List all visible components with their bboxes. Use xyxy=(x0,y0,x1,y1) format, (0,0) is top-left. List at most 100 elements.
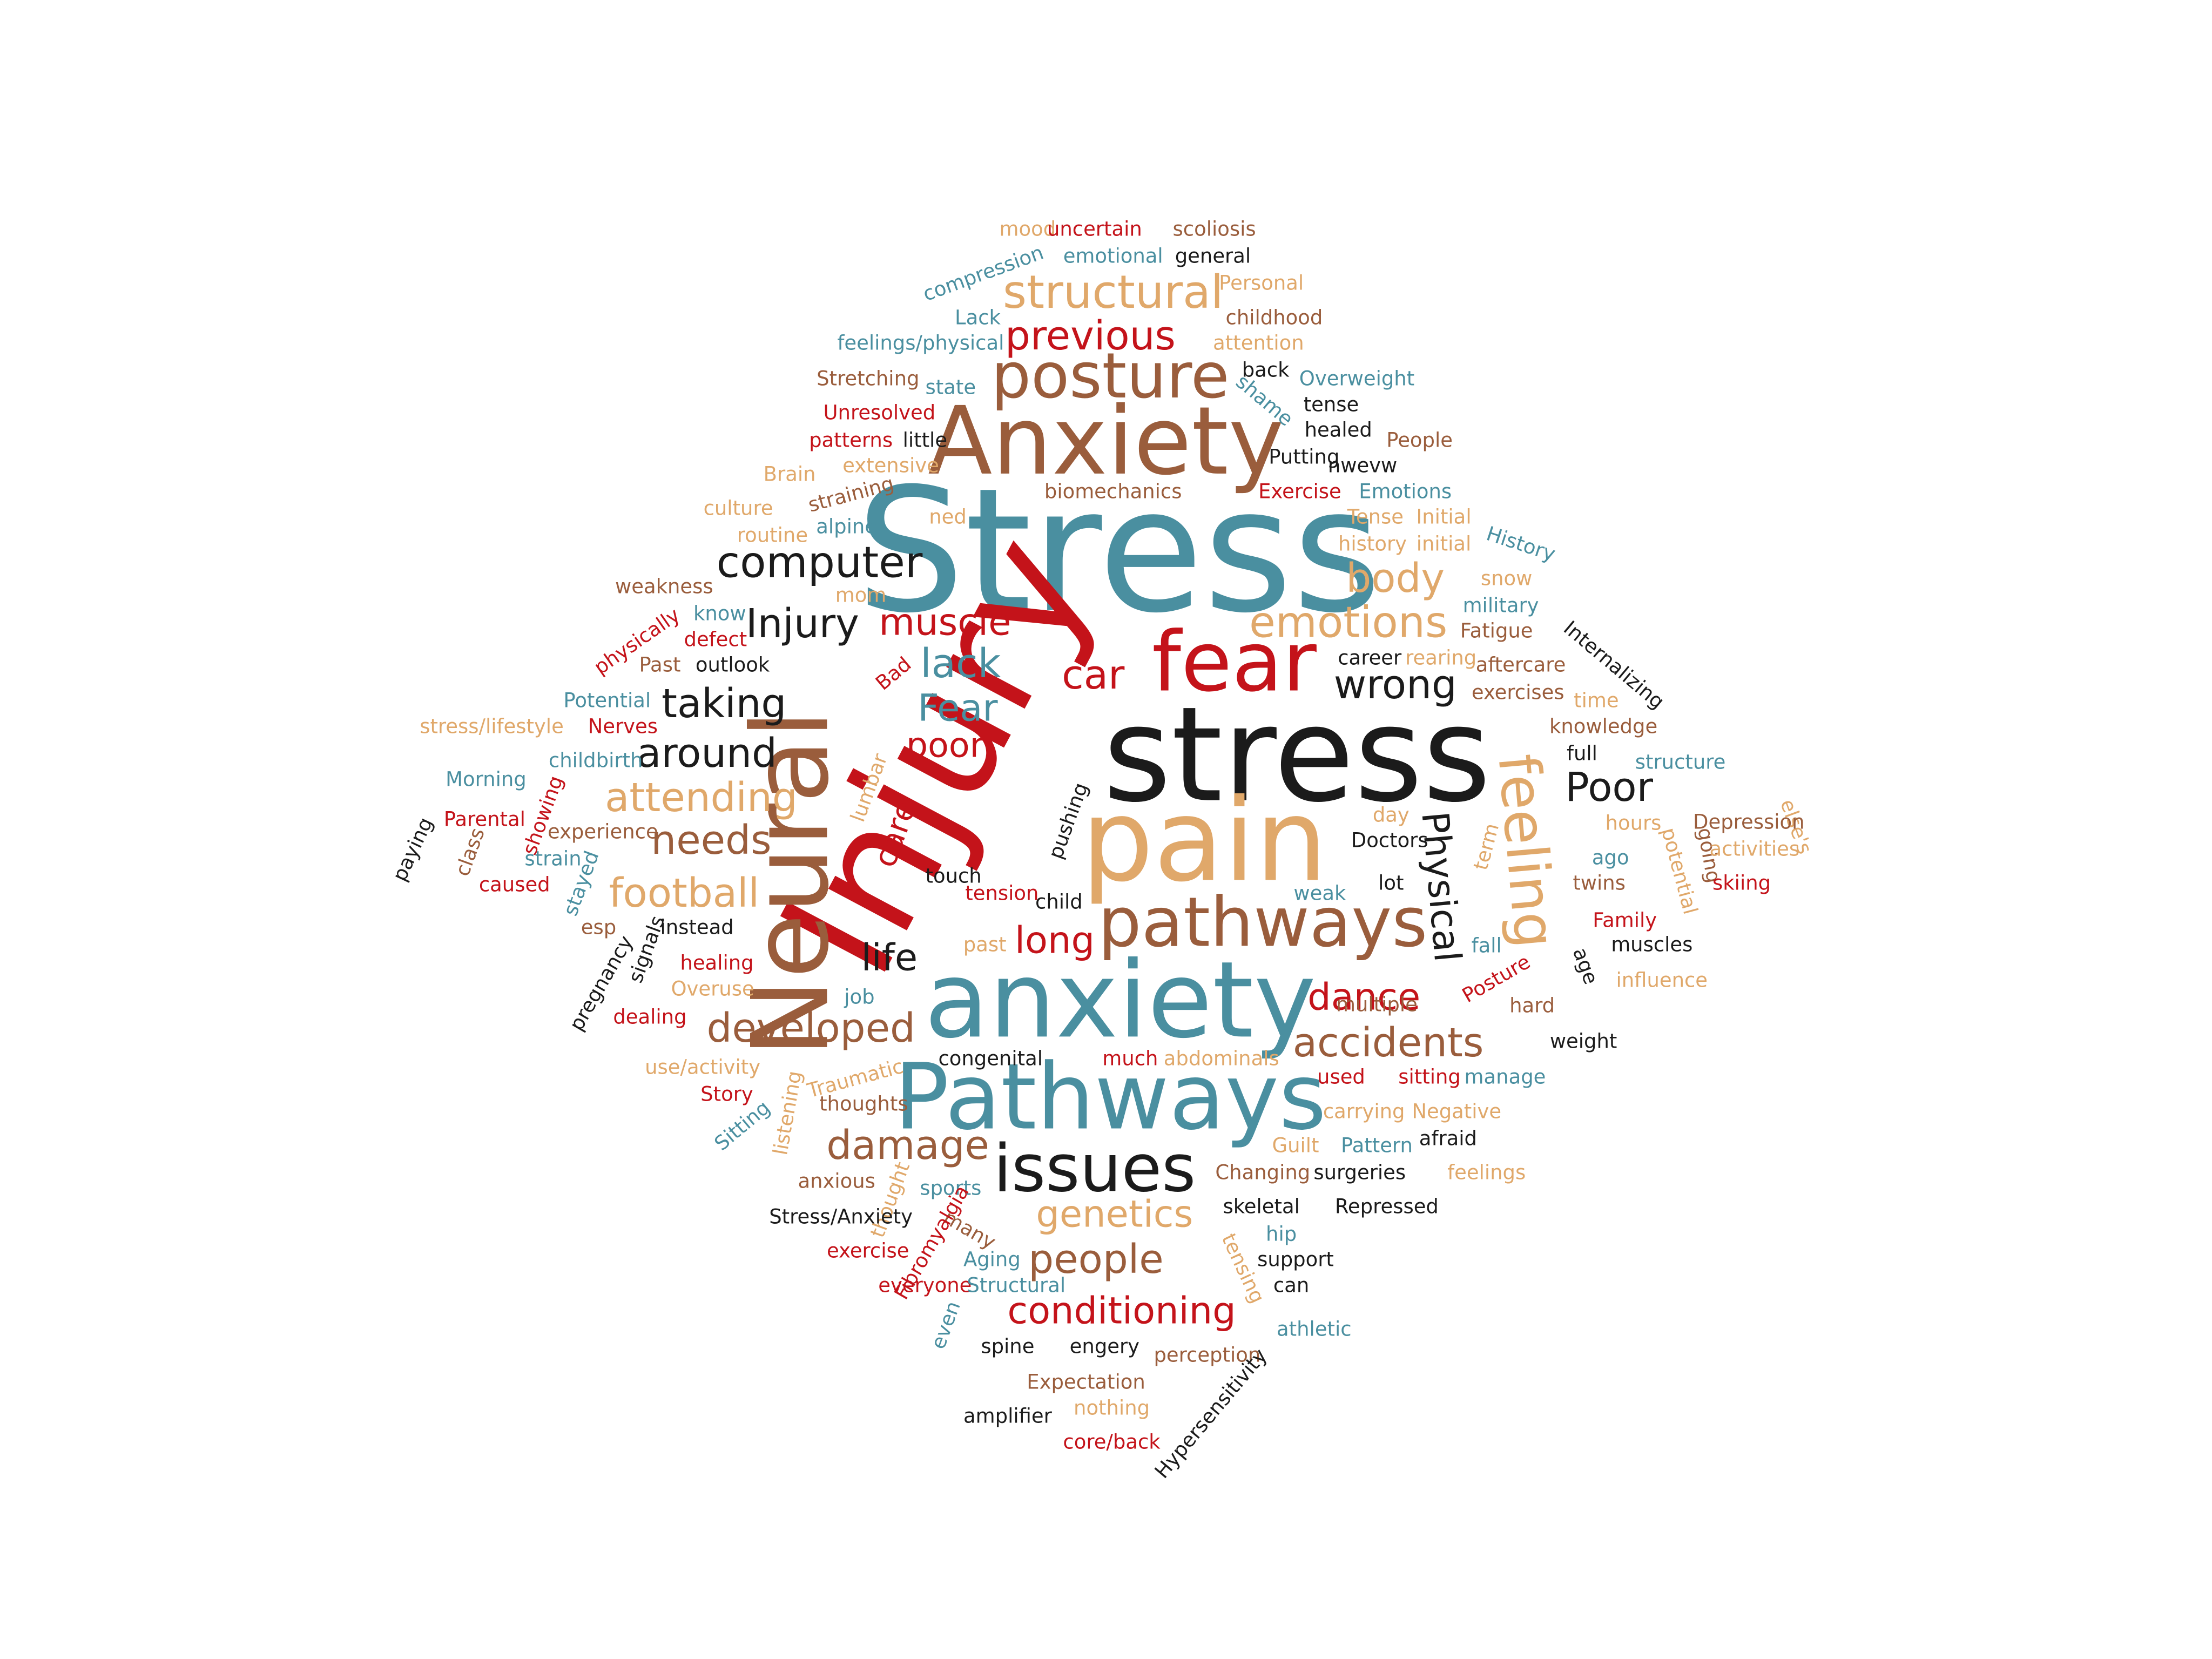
word-hip: hip xyxy=(1266,1222,1297,1246)
word-past: past xyxy=(963,933,1007,956)
word-caused: caused xyxy=(478,873,550,896)
word-conditioning: conditioning xyxy=(1007,1289,1236,1333)
word-lack: Lack xyxy=(955,306,1001,329)
word-feeling: feeling xyxy=(1485,751,1568,951)
word-previous: previous xyxy=(1005,312,1176,359)
word-support: support xyxy=(1257,1247,1334,1271)
word-people: People xyxy=(1386,428,1453,452)
word-exercise: Exercise xyxy=(1258,480,1341,503)
word-everyone: everyone xyxy=(878,1273,972,1297)
word-alpine: alpine xyxy=(816,515,878,539)
word-much: much xyxy=(1102,1047,1158,1070)
word-structure: structure xyxy=(1635,750,1726,774)
word-class: class xyxy=(450,825,489,880)
word-weight: weight xyxy=(1549,1029,1617,1053)
word-amplifier: amplifier xyxy=(963,1404,1052,1428)
word-tense: Tense xyxy=(1347,505,1404,529)
word-lot: lot xyxy=(1378,871,1404,895)
word-football: football xyxy=(609,869,760,916)
word-computer: computer xyxy=(716,537,923,588)
word-abdominals: abdominals xyxy=(1163,1047,1279,1070)
word-depression: Depression xyxy=(1693,810,1805,834)
word-military: military xyxy=(1462,594,1539,617)
word-stretching: Stretching xyxy=(817,367,920,390)
word-used: used xyxy=(1317,1065,1365,1089)
word-state: state xyxy=(925,375,976,399)
word-stress-anxiety: Stress/Anxiety xyxy=(769,1205,913,1229)
word-emotions: Emotions xyxy=(1359,480,1452,503)
word-overuse: Overuse xyxy=(671,977,754,1001)
word-uncertain: uncertain xyxy=(1047,217,1142,241)
word-attention: attention xyxy=(1213,331,1304,355)
word-pattern: Pattern xyxy=(1340,1134,1413,1157)
word-healed: healed xyxy=(1304,418,1372,442)
word-surgeries: surgeries xyxy=(1313,1161,1406,1184)
word-weakness: weakness xyxy=(615,575,713,598)
word-even: even xyxy=(926,1298,966,1353)
word-skiing: skiing xyxy=(1712,871,1771,895)
word-influence: influence xyxy=(1616,968,1708,992)
word-listening: listening xyxy=(768,1069,807,1157)
word-structural: structural xyxy=(1003,265,1224,319)
word-ago: ago xyxy=(1591,846,1629,869)
word-parental: Parental xyxy=(443,807,525,831)
word-family: Family xyxy=(1593,908,1657,932)
word-brain: Brain xyxy=(763,462,816,486)
word-weak: weak xyxy=(1293,881,1346,905)
word-feelings-physical: feelings/physical xyxy=(837,331,1004,355)
word-fall: fall xyxy=(1471,934,1502,957)
word-pain: pain xyxy=(1081,774,1328,907)
word-can: can xyxy=(1273,1273,1310,1297)
word-general: general xyxy=(1175,244,1251,268)
word-structural: Structural xyxy=(967,1273,1066,1297)
word-spine: spine xyxy=(981,1334,1035,1358)
word-childhood: childhood xyxy=(1225,306,1323,329)
word-injury: Injury xyxy=(745,601,859,648)
word-twins: twins xyxy=(1573,871,1626,895)
word-thoughts: thoughts xyxy=(819,1092,908,1116)
word-feelings: feelings xyxy=(1447,1161,1526,1184)
word-genetics: genetics xyxy=(1036,1192,1193,1236)
word-showing: showing xyxy=(517,772,568,858)
word-esp: esp xyxy=(581,915,617,939)
word-scoliosis: scoliosis xyxy=(1172,217,1256,241)
word-history: history xyxy=(1338,532,1407,556)
word-day: day xyxy=(1372,803,1410,827)
word-muscles: muscles xyxy=(1611,933,1693,956)
word-ned: ned xyxy=(929,505,967,529)
word-fear: Fear xyxy=(918,686,998,730)
word-changing: Changing xyxy=(1215,1161,1311,1184)
word-aging: Aging xyxy=(963,1247,1021,1271)
word-sitting: Sitting xyxy=(710,1096,775,1156)
word-car: car xyxy=(1062,652,1125,699)
word-culture: culture xyxy=(703,496,773,520)
word-hours: hours xyxy=(1605,811,1662,835)
word-history: History xyxy=(1483,522,1559,566)
word-poor: poor xyxy=(906,725,984,765)
word-child: child xyxy=(1035,890,1083,914)
word-nwevw: nwevw xyxy=(1327,454,1398,477)
word-strain: strain xyxy=(524,847,582,871)
word-repressed: Repressed xyxy=(1334,1195,1439,1218)
word-job: job xyxy=(844,985,875,1009)
word-healing: healing xyxy=(680,951,754,975)
word-hard: hard xyxy=(1509,994,1555,1017)
word-taking: taking xyxy=(662,680,787,727)
word-stress-lifestyle: stress/lifestyle xyxy=(420,714,564,738)
word-overweight: Overweight xyxy=(1299,367,1415,390)
word-carrying: carrying xyxy=(1323,1100,1405,1123)
word-anxiety: Anxiety xyxy=(928,387,1284,497)
word-experience: experience xyxy=(547,820,658,844)
word-knowledge: knowledge xyxy=(1549,714,1658,738)
word-doctors: Doctors xyxy=(1351,828,1428,852)
word-core-back: core/back xyxy=(1063,1430,1161,1454)
word-potential: potential xyxy=(1656,825,1702,917)
word-pathways: pathways xyxy=(1098,882,1428,962)
word-know: know xyxy=(693,602,746,626)
word-defect: defect xyxy=(684,628,747,651)
word-posture: posture xyxy=(991,339,1230,413)
word-dealing: dealing xyxy=(613,1005,687,1029)
word-tension: tension xyxy=(965,881,1039,905)
word-pathways: Pathways xyxy=(894,1043,1327,1150)
word-initial: Initial xyxy=(1416,505,1472,529)
